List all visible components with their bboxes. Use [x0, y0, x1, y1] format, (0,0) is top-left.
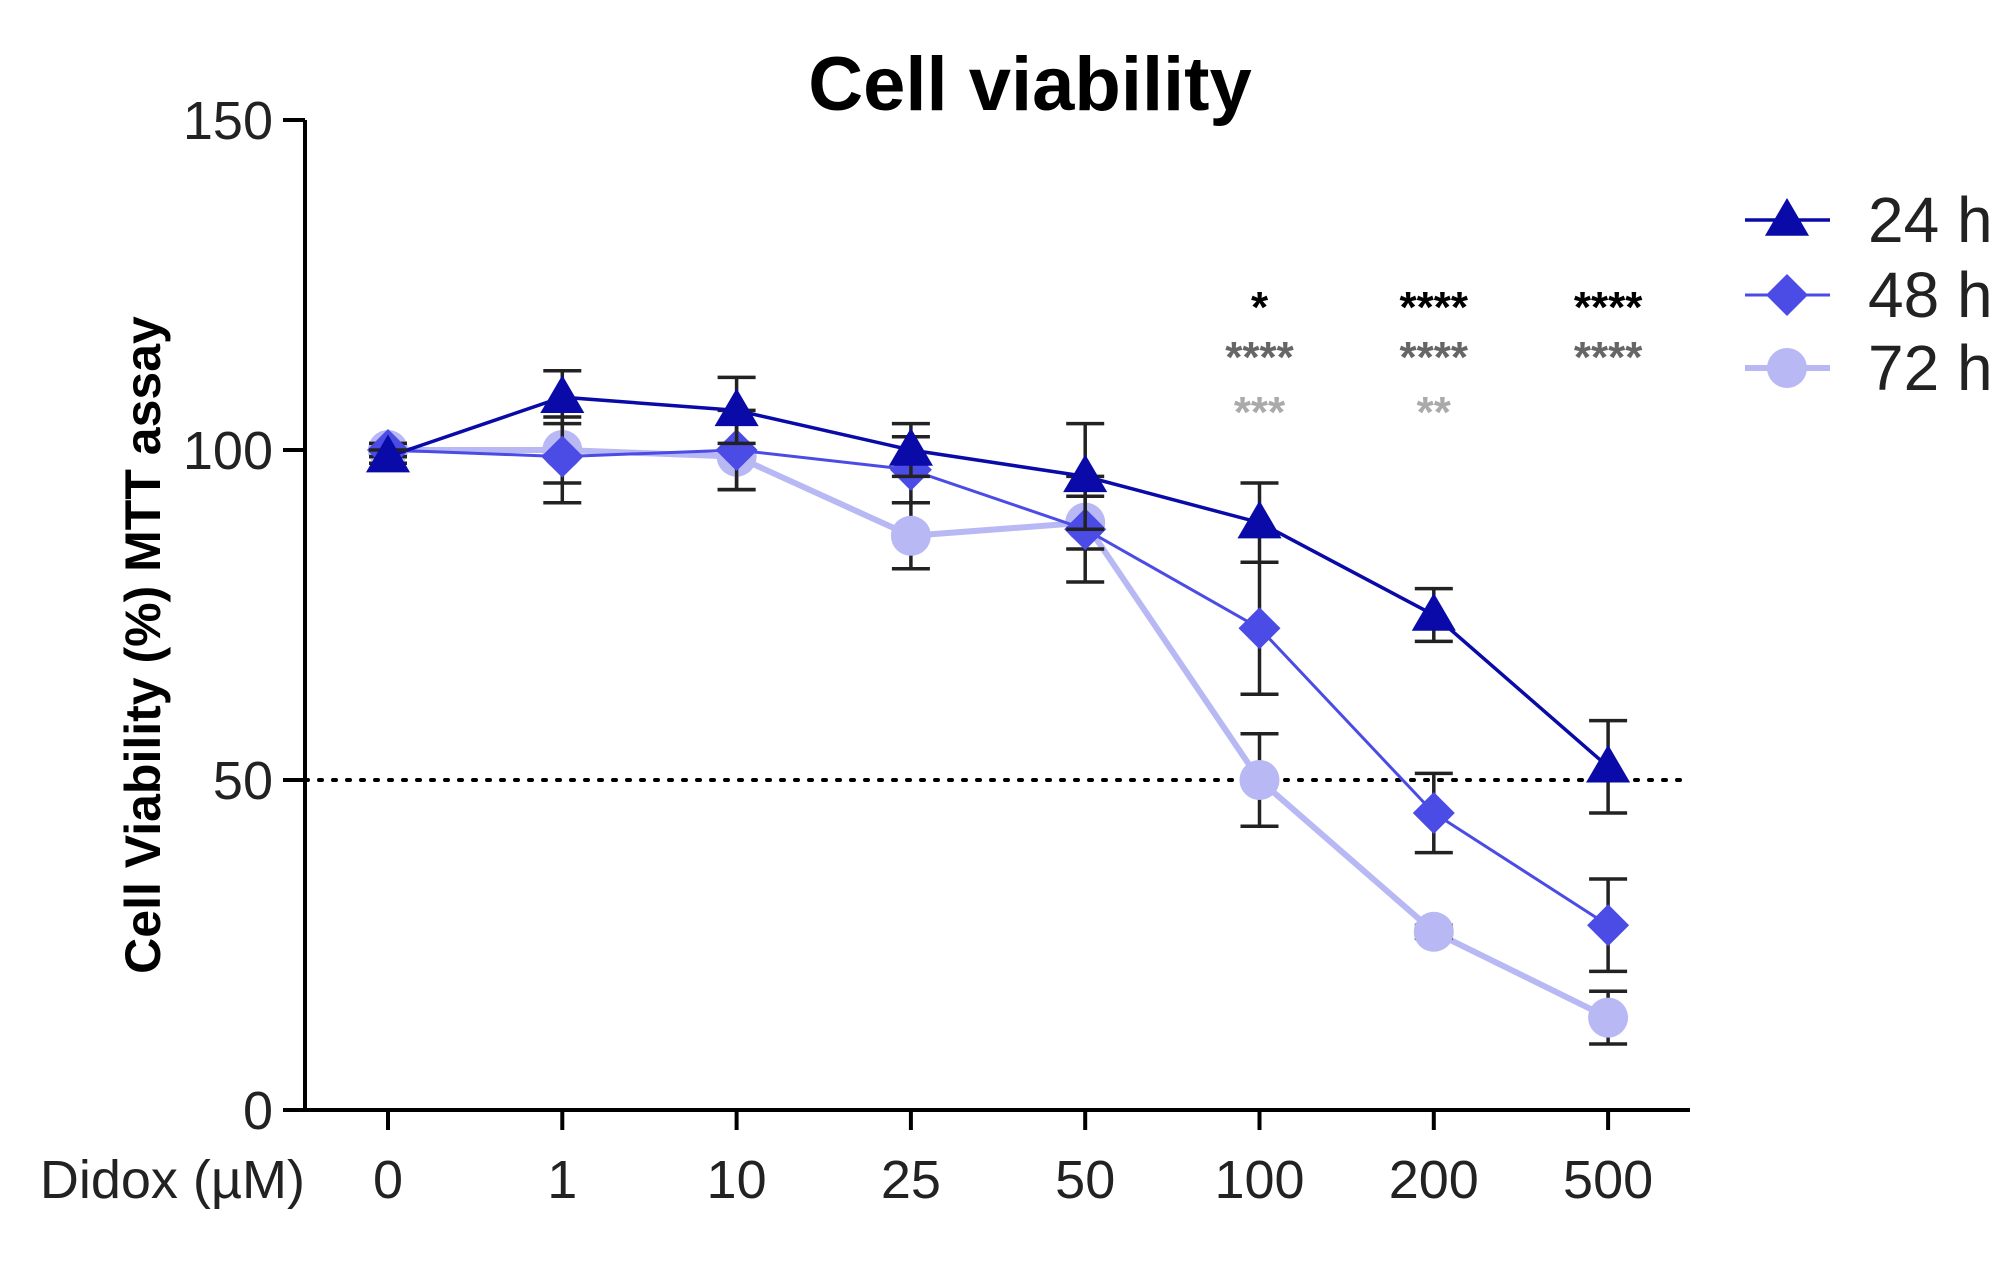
legend-marker: [1764, 197, 1810, 236]
data-point: [715, 429, 758, 471]
x-axis-label: Didox (µM): [40, 1150, 305, 1210]
legend-label: 24 h: [1868, 184, 1993, 256]
data-point: [540, 375, 585, 413]
significance-marker: ****: [1225, 333, 1294, 382]
legend-item: 48 h: [1745, 259, 1993, 331]
y-tick-label: 100: [183, 421, 273, 481]
series-72h: [368, 415, 1629, 1046]
x-tick-label: 200: [1389, 1150, 1479, 1210]
data-point: [714, 388, 759, 427]
x-tick-label: 25: [881, 1150, 941, 1210]
significance-marker: ***: [1234, 388, 1286, 437]
x-tick-label: 100: [1214, 1150, 1304, 1210]
axes: 0 50 100 150 0 1 10 25 50 100 200 500: [183, 91, 1690, 1210]
legend-label: 72 h: [1868, 332, 1993, 404]
series-layer: [365, 369, 1631, 1046]
legend-label: 48 h: [1868, 259, 1993, 331]
y-tick-label: 0: [243, 1081, 273, 1141]
series-line: [388, 447, 1610, 1021]
data-point: [1588, 997, 1629, 1038]
data-point: [541, 435, 584, 478]
data-point: [1238, 607, 1281, 650]
legend-marker: [1766, 274, 1808, 316]
series-line: [387, 395, 1610, 769]
significance-marker: ****: [1400, 333, 1469, 382]
x-tick-label: 50: [1055, 1150, 1115, 1210]
significance-marker: ****: [1574, 283, 1643, 332]
significance-marker: *: [1251, 283, 1269, 332]
legend-item: 24 h: [1745, 184, 1993, 256]
series-24h: [365, 369, 1631, 815]
data-point: [888, 427, 933, 466]
y-tick-label: 150: [183, 91, 273, 151]
y-axis-label: Cell Viability (%) MTT assay: [115, 316, 171, 974]
data-point: [890, 515, 931, 556]
y-tick-label: 50: [213, 751, 273, 811]
x-tick-label: 10: [707, 1150, 767, 1210]
data-point: [1412, 792, 1455, 834]
data-point: [1411, 592, 1456, 631]
series-48h: [367, 408, 1630, 974]
series-line: [387, 448, 1609, 927]
legend: 24 h48 h72 h: [1745, 184, 1993, 404]
legend-marker: [1767, 348, 1807, 388]
x-tick-label: 1: [547, 1150, 577, 1210]
significance-layer: **************************: [1225, 283, 1643, 437]
data-point: [1063, 454, 1108, 493]
significance-marker: **: [1417, 388, 1452, 437]
data-point: [1587, 904, 1630, 947]
x-tick-label: 500: [1563, 1150, 1653, 1210]
x-tick-label: 0: [373, 1150, 403, 1210]
significance-marker: ****: [1574, 333, 1643, 382]
data-point: [1586, 744, 1631, 783]
data-point: [1237, 500, 1282, 539]
legend-item: 72 h: [1745, 332, 1993, 404]
data-point: [1413, 911, 1454, 952]
significance-marker: ****: [1400, 283, 1469, 332]
data-point: [1239, 760, 1280, 800]
data-point: [365, 434, 411, 473]
chart-title: Cell viability: [808, 42, 1252, 127]
